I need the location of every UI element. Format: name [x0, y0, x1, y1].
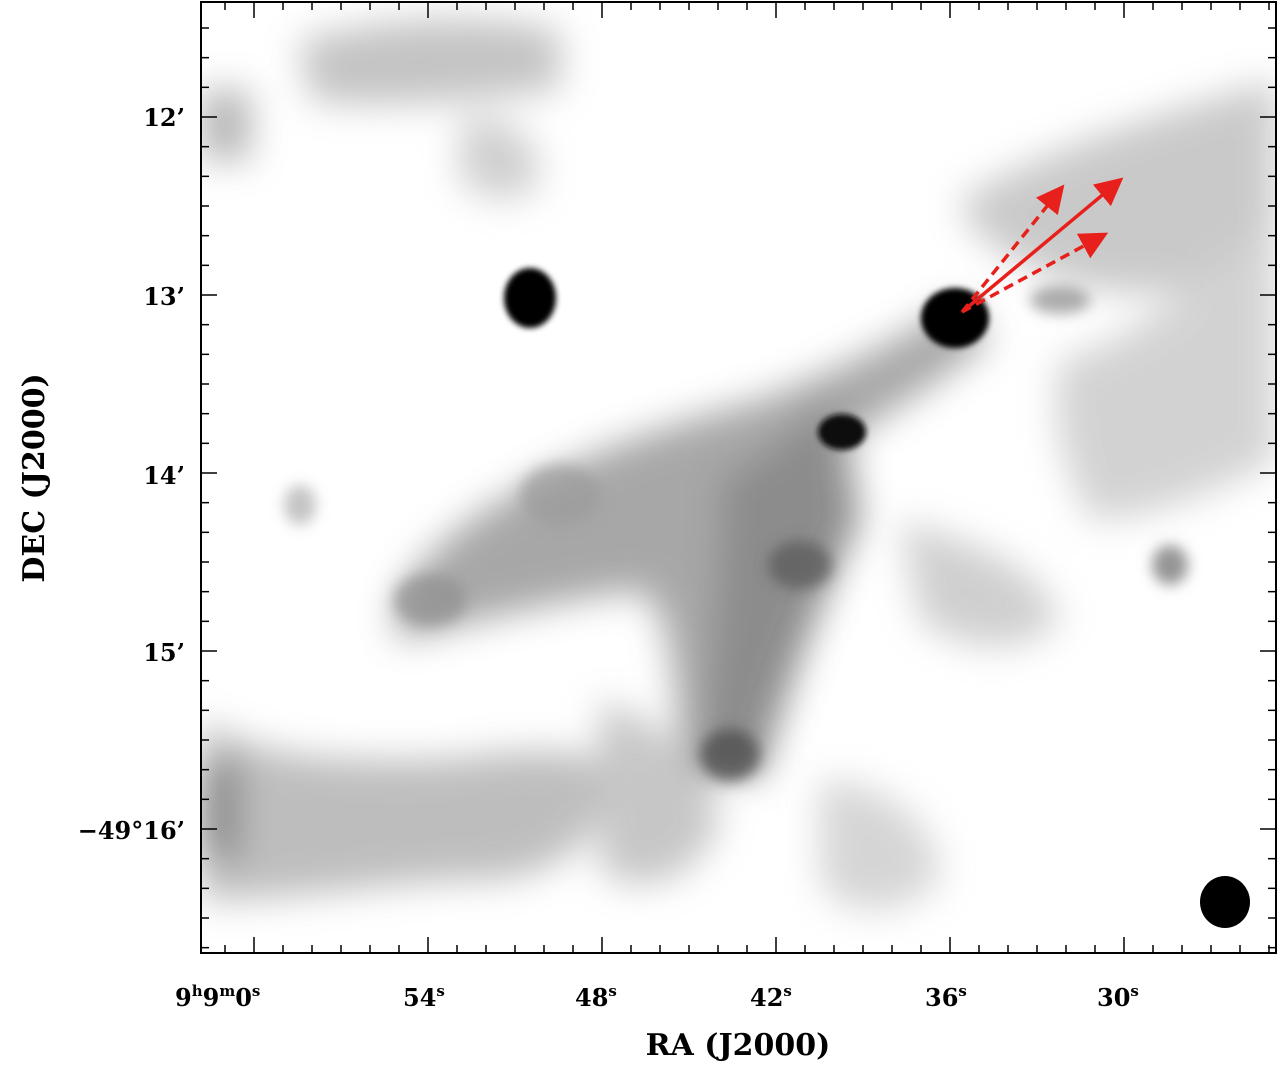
source-blob: [818, 414, 866, 450]
source-blob: [504, 268, 556, 328]
x-axis-label: RA (J2000): [646, 1028, 831, 1063]
y-tick-label: 15’: [143, 638, 185, 667]
x-tick-label: 42s: [750, 982, 792, 1012]
x-tick-labels: 9h9m0s 54s 48s 42s 36s 30s: [175, 982, 1139, 1012]
x-tick-label: 54s: [403, 982, 445, 1012]
y-tick-label: 12’: [143, 103, 185, 132]
outflow-arrow-solid: [960, 177, 1124, 314]
y-tick-label: 14’: [143, 461, 185, 490]
tick-marks: [201, 2, 1276, 953]
plot-frame: [200, 1, 1277, 954]
y-axis-label: DEC (J2000): [17, 373, 52, 582]
grayscale-map: [201, 2, 1276, 953]
outflow-arrow-dashed: [960, 184, 1065, 314]
x-tick-label: 30s: [1097, 982, 1139, 1012]
outflow-arrow-dashed: [961, 232, 1109, 314]
y-tick-label: 13’: [143, 282, 185, 311]
y-tick-labels: 12’ 13’ 14’ 15’ −49°16’: [78, 103, 185, 845]
y-tick-label: −49°16’: [78, 816, 185, 845]
x-tick-label: 36s: [925, 982, 967, 1012]
beam-ellipse: [1200, 876, 1250, 928]
x-tick-label: 9h9m0s: [175, 982, 260, 1012]
x-tick-label: 48s: [575, 982, 617, 1012]
outflow-arrows: [960, 177, 1124, 314]
